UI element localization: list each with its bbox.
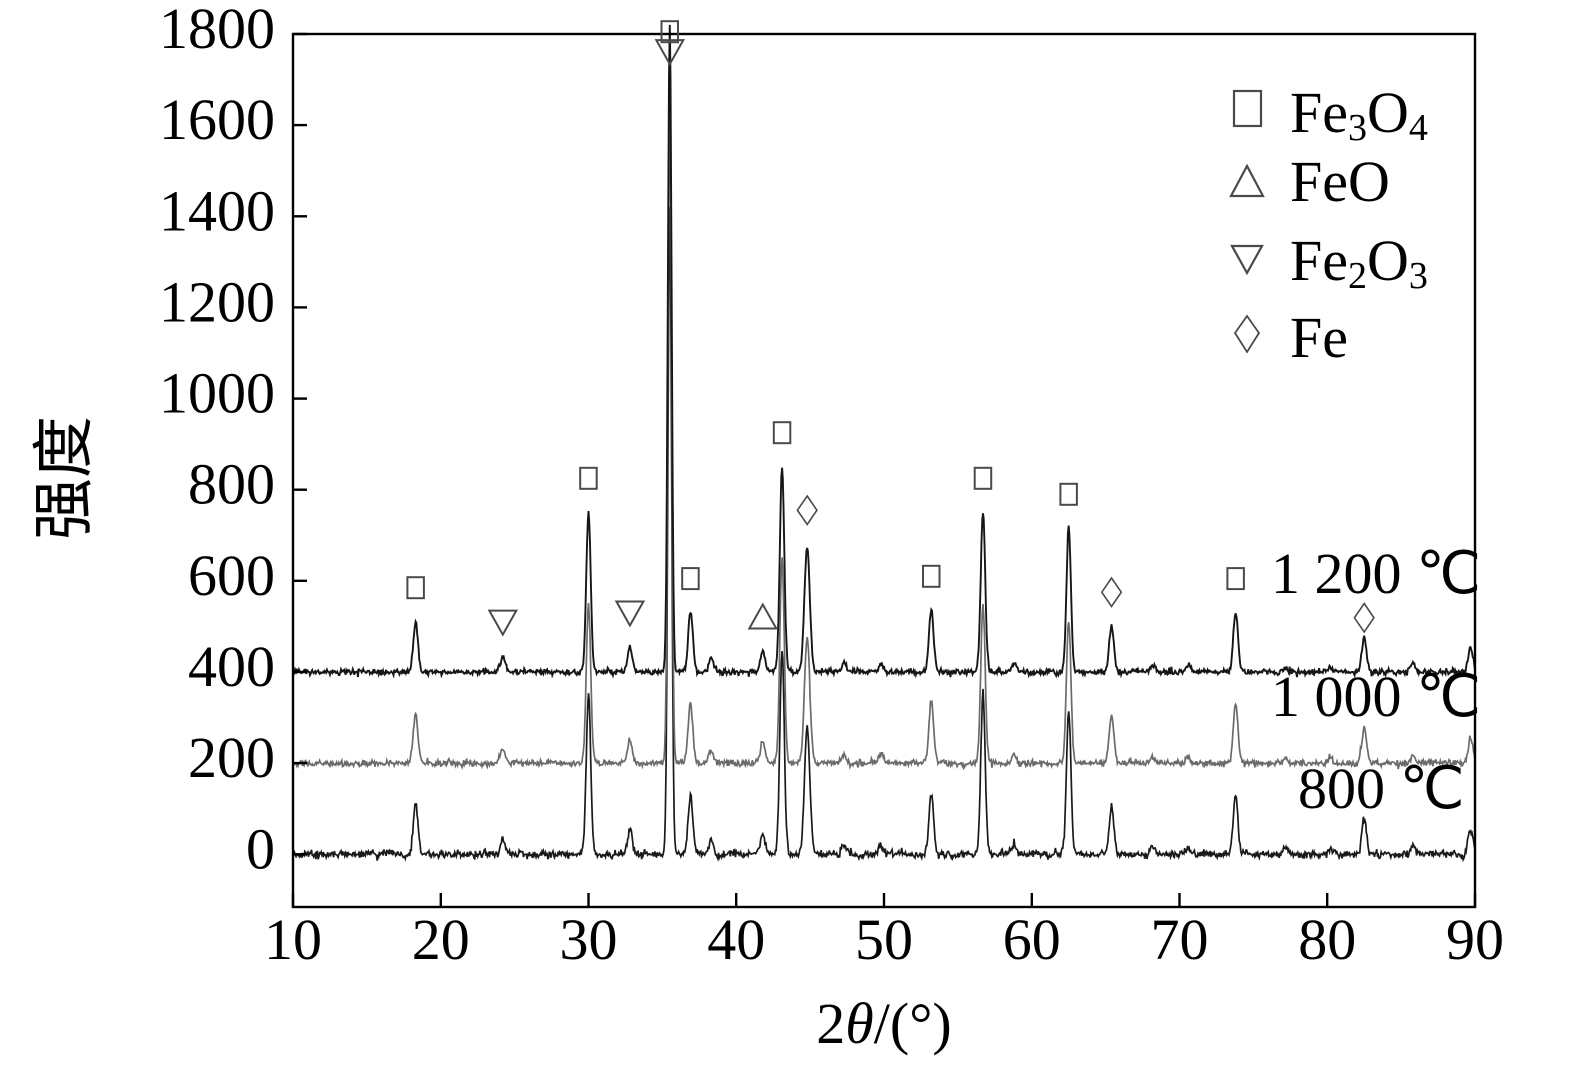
- svg-text:600: 600: [188, 543, 275, 608]
- svg-text:70: 70: [1151, 907, 1209, 972]
- svg-text:80: 80: [1298, 907, 1356, 972]
- svg-text:800 ℃: 800 ℃: [1298, 756, 1465, 821]
- svg-text:90: 90: [1446, 907, 1504, 972]
- svg-text:400: 400: [188, 634, 275, 699]
- svg-text:50: 50: [855, 907, 913, 972]
- svg-text:1400: 1400: [159, 178, 275, 243]
- svg-text:10: 10: [264, 907, 322, 972]
- svg-text:1200: 1200: [159, 269, 275, 334]
- svg-text:30: 30: [560, 907, 618, 972]
- svg-text:FeO: FeO: [1290, 149, 1390, 214]
- svg-text:40: 40: [707, 907, 765, 972]
- svg-text:60: 60: [1003, 907, 1061, 972]
- svg-text:2θ/(°): 2θ/(°): [816, 991, 951, 1056]
- svg-text:1000: 1000: [159, 361, 275, 426]
- svg-text:强度: 强度: [31, 416, 99, 540]
- svg-text:1 200 ℃: 1 200 ℃: [1271, 541, 1481, 606]
- svg-text:1800: 1800: [159, 0, 275, 61]
- svg-text:0: 0: [246, 816, 275, 881]
- svg-text:800: 800: [188, 452, 275, 517]
- svg-text:1600: 1600: [159, 87, 275, 152]
- svg-text:200: 200: [188, 725, 275, 790]
- svg-text:Fe: Fe: [1290, 305, 1348, 370]
- svg-text:1 000 ℃: 1 000 ℃: [1271, 664, 1481, 729]
- svg-text:20: 20: [412, 907, 470, 972]
